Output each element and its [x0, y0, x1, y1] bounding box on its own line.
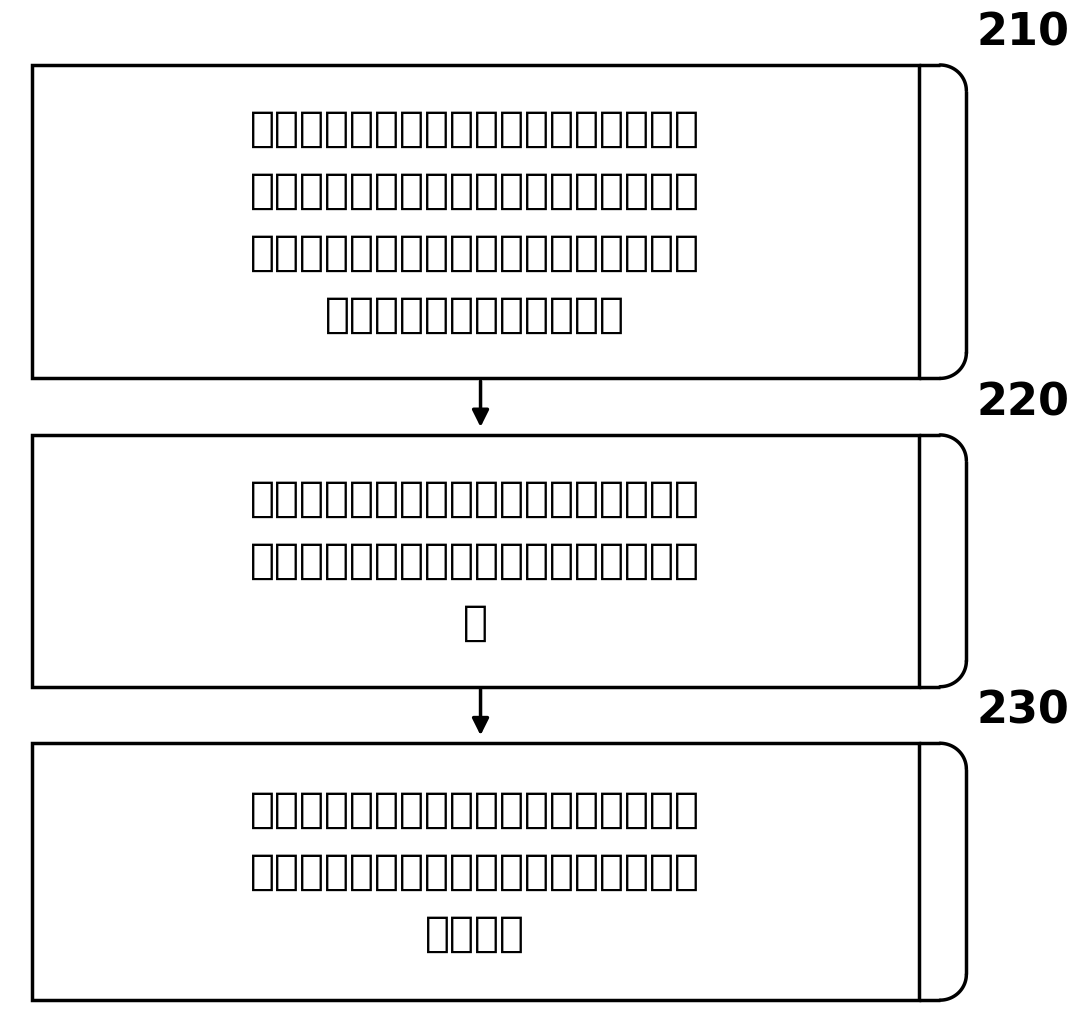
FancyBboxPatch shape: [31, 435, 919, 687]
Text: 根据第二图标所指示的第一图标确定旋转
角度，并根据确定的旋转角度控制摄像头
模组旋转: 根据第二图标所指示的第一图标确定旋转 角度，并根据确定的旋转角度控制摄像头 模组…: [250, 789, 700, 955]
Text: 230: 230: [977, 690, 1070, 733]
Text: 220: 220: [977, 381, 1070, 425]
Text: 当接收到针对图形进行的控制操作时，根
据控制操作调整第二图标所指示的第一图
标: 当接收到针对图形进行的控制操作时，根 据控制操作调整第二图标所指示的第一图 标: [250, 478, 700, 643]
FancyBboxPatch shape: [31, 743, 919, 1000]
Text: 210: 210: [977, 11, 1070, 55]
Text: 当检测到摄像头模组开启时，展示与摄像
头模组对应的图形，图形包含用于表示摄
像头模组的旋转角度的第一图标，以及用
于指示第一图标的第二图标: 当检测到摄像头模组开启时，展示与摄像 头模组对应的图形，图形包含用于表示摄 像头…: [250, 108, 700, 335]
FancyBboxPatch shape: [31, 65, 919, 378]
